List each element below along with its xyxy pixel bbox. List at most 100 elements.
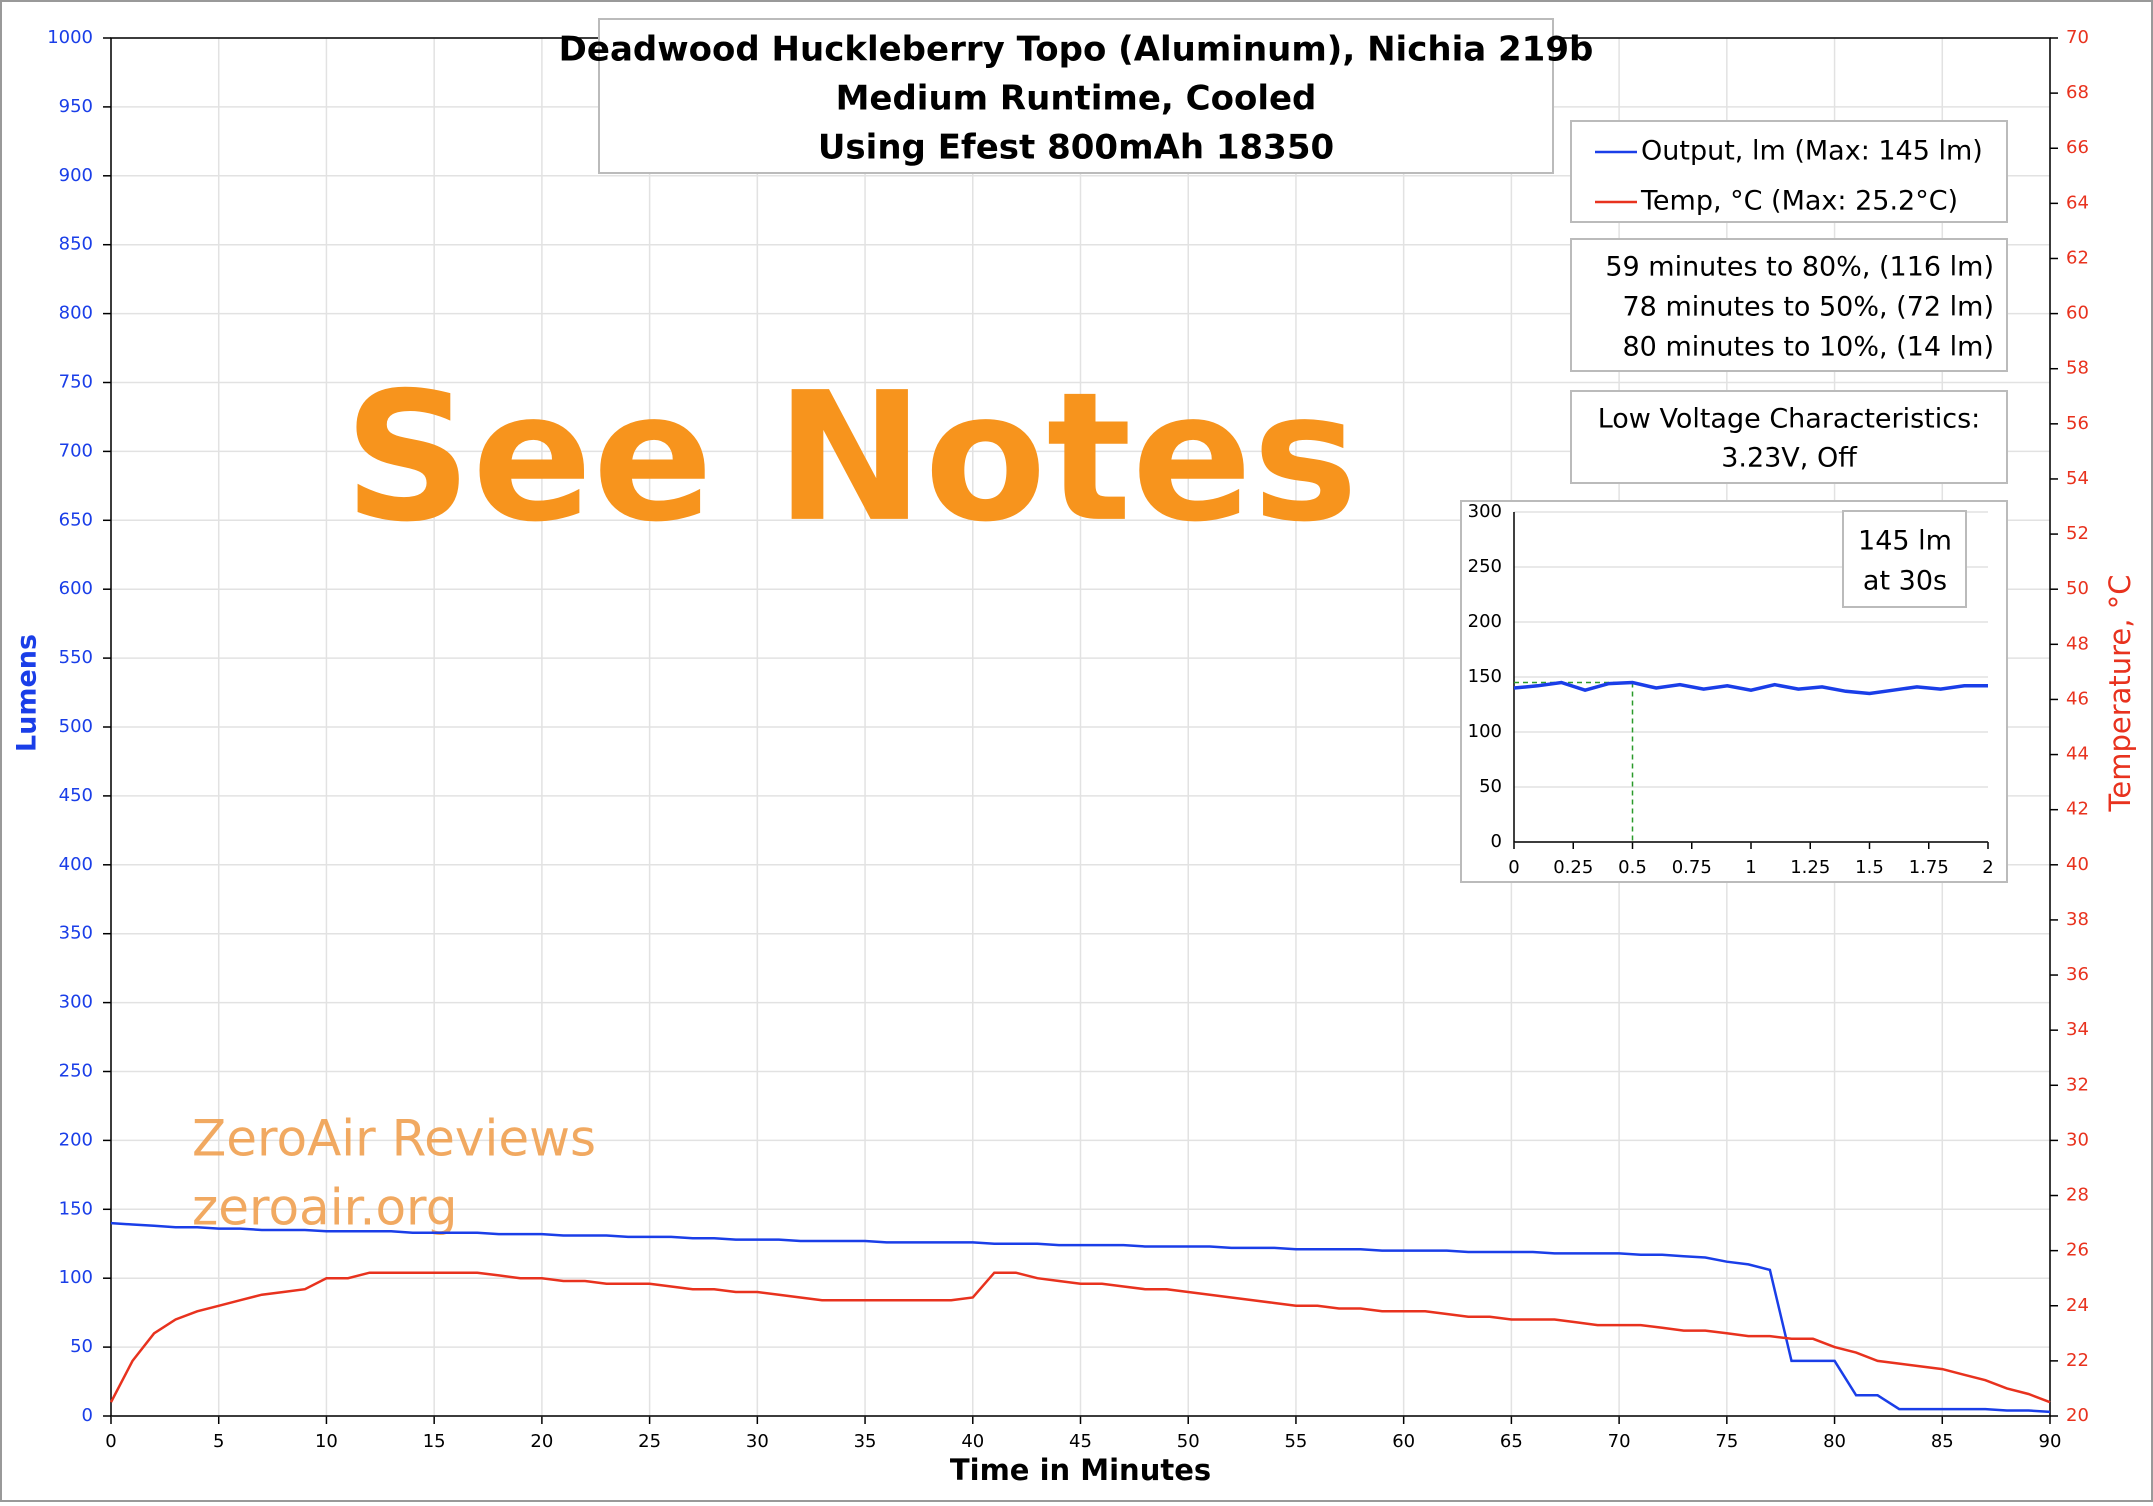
runtime-note: 78 minutes to 50%, (72 lm) <box>1623 292 1995 323</box>
y2-tick-label: 40 <box>2066 854 2089 875</box>
x-tick-label: 5 <box>213 1431 224 1452</box>
y-tick-label: 1000 <box>47 27 93 48</box>
y2-tick-label: 62 <box>2066 247 2089 268</box>
y2-tick-label: 50 <box>2066 578 2089 599</box>
y-tick-label: 250 <box>59 1061 93 1082</box>
inset-x-tick-label: 2 <box>1982 857 1993 878</box>
y2-tick-label: 36 <box>2066 964 2089 985</box>
y-tick-label: 900 <box>59 165 93 186</box>
runtime-note: 80 minutes to 10%, (14 lm) <box>1623 332 1995 363</box>
x-tick-label: 70 <box>1608 1431 1631 1452</box>
x-tick-label: 25 <box>638 1431 661 1452</box>
y2-tick-label: 32 <box>2066 1074 2089 1095</box>
low-voltage-box <box>1570 390 2008 484</box>
y-tick-label: 450 <box>59 785 93 806</box>
y2-tick-label: 28 <box>2066 1185 2089 1206</box>
y2-tick-label: 22 <box>2066 1350 2089 1371</box>
y2-tick-label: 60 <box>2066 303 2089 324</box>
low-voltage-note: 3.23V, Off <box>1721 443 1858 474</box>
y2-tick-label: 34 <box>2066 1019 2089 1040</box>
y-tick-label: 400 <box>59 854 93 875</box>
chart-title: Deadwood Huckleberry Topo (Aluminum), Ni… <box>559 30 1594 70</box>
legend-label: Output, lm (Max: 145 lm) <box>1641 136 1983 167</box>
data-line <box>1513 680 1988 696</box>
inset-x-tick-label: 1.5 <box>1855 857 1884 878</box>
y2-tick-label: 66 <box>2066 137 2089 158</box>
y2-tick-label: 56 <box>2066 413 2089 434</box>
y2-tick-label: 24 <box>2066 1295 2089 1316</box>
watermark: zeroair.org <box>192 1179 457 1237</box>
chart-title: Using Efest 800mAh 18350 <box>818 128 1334 168</box>
inset-x-tick-label: 1 <box>1745 857 1756 878</box>
y2-tick-label: 68 <box>2066 82 2089 103</box>
y-tick-label: 600 <box>59 578 93 599</box>
y2-tick-label: 30 <box>2066 1129 2089 1150</box>
y2-tick-label: 44 <box>2066 744 2089 765</box>
y2-tick-label: 46 <box>2066 688 2089 709</box>
legend-label: Temp, °C (Max: 25.2°C) <box>1640 186 1958 217</box>
x-tick-label: 90 <box>2039 1431 2062 1452</box>
y2-tick-label: 42 <box>2066 799 2089 820</box>
inset-y-tick-label: 50 <box>1479 776 1502 797</box>
data-line <box>110 1221 2051 1414</box>
title-box <box>598 18 1554 174</box>
inset-y-tick-label: 300 <box>1468 501 1502 522</box>
y2-tick-label: 20 <box>2066 1405 2089 1426</box>
y-tick-label: 750 <box>59 372 93 393</box>
y2-tick-label: 54 <box>2066 468 2089 489</box>
watermark: ZeroAir Reviews <box>192 1110 596 1168</box>
inset-x-tick-label: 0.5 <box>1618 857 1647 878</box>
y-tick-label: 350 <box>59 923 93 944</box>
runtime-box <box>1570 238 2008 372</box>
x-tick-label: 15 <box>423 1431 446 1452</box>
x-tick-label: 65 <box>1500 1431 1523 1452</box>
y2-tick-label: 52 <box>2066 523 2089 544</box>
inset-y-tick-label: 0 <box>1491 831 1502 852</box>
low-voltage-note: Low Voltage Characteristics: <box>1598 404 1981 435</box>
x-tick-label: 30 <box>746 1431 769 1452</box>
x-tick-label: 85 <box>1931 1431 1954 1452</box>
y-tick-label: 100 <box>59 1267 93 1288</box>
x-tick-label: 35 <box>854 1431 877 1452</box>
y2-tick-label: 26 <box>2066 1240 2089 1261</box>
y-tick-label: 700 <box>59 440 93 461</box>
y-tick-label: 500 <box>59 716 93 737</box>
x-tick-label: 80 <box>1823 1431 1846 1452</box>
inset-x-tick-label: 0 <box>1508 857 1519 878</box>
inset-x-tick-label: 1.25 <box>1790 857 1830 878</box>
x-tick-label: 60 <box>1392 1431 1415 1452</box>
x-tick-label: 75 <box>1715 1431 1738 1452</box>
inset-note-box <box>1842 510 1967 608</box>
y-tick-label: 650 <box>59 509 93 530</box>
data-line <box>109 1271 2051 1404</box>
x-tick-label: 55 <box>1284 1431 1307 1452</box>
chart-title: Medium Runtime, Cooled <box>836 79 1317 119</box>
y-tick-label: 850 <box>59 234 93 255</box>
x-tick-label: 45 <box>1069 1431 1092 1452</box>
legend-box <box>1570 120 2008 223</box>
y-tick-label: 0 <box>82 1405 93 1426</box>
y2-tick-label: 58 <box>2066 358 2089 379</box>
inset-y-tick-label: 150 <box>1468 666 1502 687</box>
y-axis-title: Lumens <box>12 634 43 752</box>
y2-axis-title: Temperature, °C <box>2103 575 2137 813</box>
y-tick-label: 800 <box>59 303 93 324</box>
y-tick-label: 300 <box>59 992 93 1013</box>
inset-x-tick-label: 0.25 <box>1553 857 1593 878</box>
y-tick-label: 950 <box>59 96 93 117</box>
inset-y-tick-label: 200 <box>1468 611 1502 632</box>
x-tick-label: 10 <box>315 1431 338 1452</box>
inset-note: 145 lm <box>1858 526 1952 557</box>
inset-note: at 30s <box>1863 566 1947 597</box>
y-tick-label: 200 <box>59 1129 93 1150</box>
y2-tick-label: 64 <box>2066 192 2089 213</box>
x-tick-label: 50 <box>1177 1431 1200 1452</box>
y-tick-label: 550 <box>59 647 93 668</box>
x-axis-title: Time in Minutes <box>950 1453 1211 1487</box>
inset-x-tick-label: 0.75 <box>1672 857 1712 878</box>
runtime-note: 59 minutes to 80%, (116 lm) <box>1605 252 1994 283</box>
y2-tick-label: 48 <box>2066 633 2089 654</box>
x-tick-label: 0 <box>105 1431 116 1452</box>
stamp: See Notes <box>344 354 1359 561</box>
